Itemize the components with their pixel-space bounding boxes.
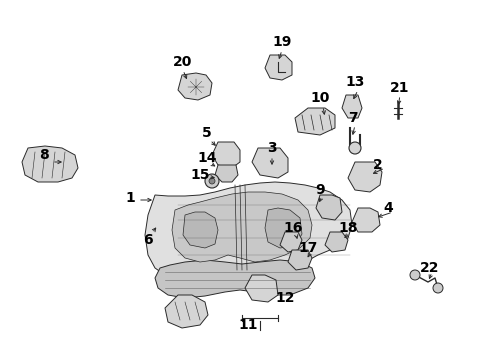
Circle shape bbox=[432, 283, 442, 293]
Circle shape bbox=[208, 178, 215, 184]
Polygon shape bbox=[172, 192, 311, 262]
Text: 9: 9 bbox=[315, 183, 324, 197]
Text: 17: 17 bbox=[298, 241, 317, 255]
Polygon shape bbox=[347, 162, 381, 192]
Text: 14: 14 bbox=[197, 151, 216, 165]
Text: 18: 18 bbox=[338, 221, 357, 235]
Text: 2: 2 bbox=[372, 158, 382, 172]
Polygon shape bbox=[264, 55, 291, 80]
Polygon shape bbox=[351, 208, 379, 232]
Text: 12: 12 bbox=[275, 291, 294, 305]
Text: 11: 11 bbox=[238, 318, 257, 332]
Text: 16: 16 bbox=[283, 221, 302, 235]
Text: 20: 20 bbox=[173, 55, 192, 69]
Polygon shape bbox=[22, 146, 78, 182]
Polygon shape bbox=[244, 275, 278, 302]
Text: 22: 22 bbox=[419, 261, 439, 275]
Text: 15: 15 bbox=[190, 168, 209, 182]
Text: 10: 10 bbox=[310, 91, 329, 105]
Polygon shape bbox=[315, 195, 341, 220]
Text: 1: 1 bbox=[125, 191, 135, 205]
Circle shape bbox=[204, 174, 219, 188]
Polygon shape bbox=[264, 208, 302, 248]
Text: 7: 7 bbox=[347, 111, 357, 125]
Circle shape bbox=[348, 142, 360, 154]
Polygon shape bbox=[145, 182, 351, 278]
Text: 3: 3 bbox=[266, 141, 276, 155]
Text: 21: 21 bbox=[389, 81, 409, 95]
Polygon shape bbox=[155, 260, 314, 298]
Polygon shape bbox=[287, 250, 311, 270]
Polygon shape bbox=[183, 212, 218, 248]
Polygon shape bbox=[215, 165, 238, 182]
Polygon shape bbox=[164, 295, 207, 328]
Polygon shape bbox=[294, 108, 334, 135]
Text: 8: 8 bbox=[39, 148, 49, 162]
Circle shape bbox=[409, 270, 419, 280]
Text: 4: 4 bbox=[382, 201, 392, 215]
Polygon shape bbox=[280, 232, 302, 252]
Polygon shape bbox=[325, 232, 347, 252]
Text: 5: 5 bbox=[202, 126, 211, 140]
Text: 19: 19 bbox=[272, 35, 291, 49]
Text: 6: 6 bbox=[143, 233, 153, 247]
Polygon shape bbox=[341, 95, 361, 118]
Text: 13: 13 bbox=[345, 75, 364, 89]
Polygon shape bbox=[212, 142, 240, 168]
Polygon shape bbox=[178, 73, 212, 100]
Polygon shape bbox=[251, 148, 287, 178]
